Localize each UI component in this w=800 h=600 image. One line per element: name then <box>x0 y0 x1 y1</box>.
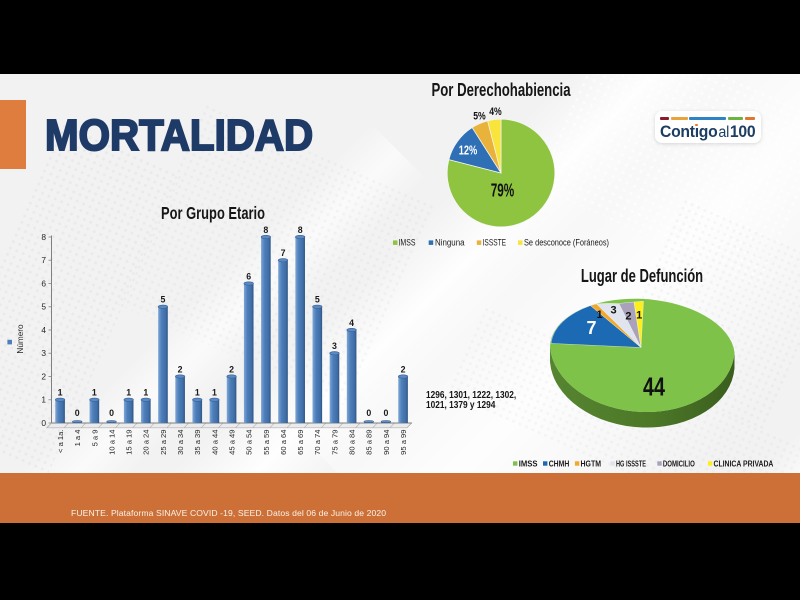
svg-text:Número: Número <box>16 324 25 354</box>
svg-text:< a 1a.: < a 1a. <box>56 430 65 453</box>
svg-text:2: 2 <box>229 364 234 374</box>
svg-text:40 a 44: 40 a 44 <box>210 430 219 455</box>
svg-text:7: 7 <box>281 248 286 258</box>
svg-text:3: 3 <box>332 341 337 351</box>
svg-text:1: 1 <box>195 388 200 398</box>
svg-text:10 a 14: 10 a 14 <box>107 430 116 455</box>
svg-text:4%: 4% <box>489 106 502 118</box>
svg-text:25 a 29: 25 a 29 <box>159 430 168 455</box>
svg-text:5: 5 <box>315 295 320 305</box>
svg-text:15 a 19: 15 a 19 <box>125 430 134 455</box>
svg-text:1: 1 <box>636 310 642 322</box>
svg-text:2: 2 <box>178 364 183 374</box>
svg-text:1: 1 <box>41 395 46 405</box>
svg-text:65 a 69: 65 a 69 <box>296 430 305 455</box>
svg-text:CLINICA PRIVADA: CLINICA PRIVADA <box>714 458 774 468</box>
svg-text:55 a 59: 55 a 59 <box>262 430 271 455</box>
svg-text:1: 1 <box>58 388 63 398</box>
svg-text:1: 1 <box>596 309 602 321</box>
svg-text:1 a 4: 1 a 4 <box>73 430 82 447</box>
svg-text:1: 1 <box>92 388 97 398</box>
svg-text:30 a 34: 30 a 34 <box>176 430 185 455</box>
svg-text:1: 1 <box>143 388 148 398</box>
svg-text:6: 6 <box>246 271 251 281</box>
svg-text:8: 8 <box>263 225 268 235</box>
svg-text:35 a 39: 35 a 39 <box>193 430 202 455</box>
svg-text:12%: 12% <box>459 144 478 158</box>
svg-text:0: 0 <box>75 408 80 418</box>
svg-text:Ninguna: Ninguna <box>435 237 465 247</box>
svg-text:0: 0 <box>383 408 388 418</box>
svg-text:90 a 94: 90 a 94 <box>382 430 391 455</box>
svg-text:IMSS: IMSS <box>519 458 538 468</box>
svg-text:45 a 49: 45 a 49 <box>227 430 236 455</box>
svg-text:8: 8 <box>41 232 46 242</box>
svg-text:6: 6 <box>41 278 46 288</box>
svg-text:Se desconoce (Foráneos): Se desconoce (Foráneos) <box>524 237 609 247</box>
svg-text:2: 2 <box>401 364 406 374</box>
svg-text:79%: 79% <box>491 181 515 201</box>
svg-text:1: 1 <box>212 388 217 398</box>
svg-text:5%: 5% <box>473 111 486 123</box>
svg-text:44: 44 <box>643 372 665 402</box>
svg-text:0: 0 <box>109 408 114 418</box>
svg-text:5 a 9: 5 a 9 <box>90 430 99 447</box>
svg-text:80 a 84: 80 a 84 <box>348 430 357 455</box>
svg-text:3: 3 <box>41 348 46 358</box>
svg-text:75 a 79: 75 a 79 <box>330 430 339 455</box>
svg-text:2: 2 <box>625 311 631 323</box>
svg-text:2: 2 <box>41 371 46 381</box>
svg-text:DOMICILIO: DOMICILIO <box>663 458 695 468</box>
svg-text:3: 3 <box>611 305 617 317</box>
svg-text:85 a 89: 85 a 89 <box>365 430 374 455</box>
svg-text:1: 1 <box>126 388 131 398</box>
svg-text:HG ISSSTE: HG ISSSTE <box>616 458 646 468</box>
svg-text:0: 0 <box>41 418 46 428</box>
svg-text:7: 7 <box>586 318 596 338</box>
svg-text:0: 0 <box>366 408 371 418</box>
svg-text:5: 5 <box>41 302 46 312</box>
svg-text:8: 8 <box>298 225 303 235</box>
svg-text:95 a 99: 95 a 99 <box>399 430 408 455</box>
svg-text:ISSSTE: ISSSTE <box>483 237 507 247</box>
svg-text:CHMH: CHMH <box>549 458 570 468</box>
svg-text:60 a 64: 60 a 64 <box>279 430 288 455</box>
svg-text:5: 5 <box>161 295 166 305</box>
svg-text:50 a 54: 50 a 54 <box>245 430 254 455</box>
svg-text:IMSS: IMSS <box>399 237 416 247</box>
svg-text:HGTM: HGTM <box>581 458 602 468</box>
svg-text:70 a 74: 70 a 74 <box>313 430 322 455</box>
svg-text:7: 7 <box>41 255 46 265</box>
svg-text:20 a 24: 20 a 24 <box>142 430 151 455</box>
svg-text:4: 4 <box>41 325 46 335</box>
svg-text:4: 4 <box>349 318 354 328</box>
